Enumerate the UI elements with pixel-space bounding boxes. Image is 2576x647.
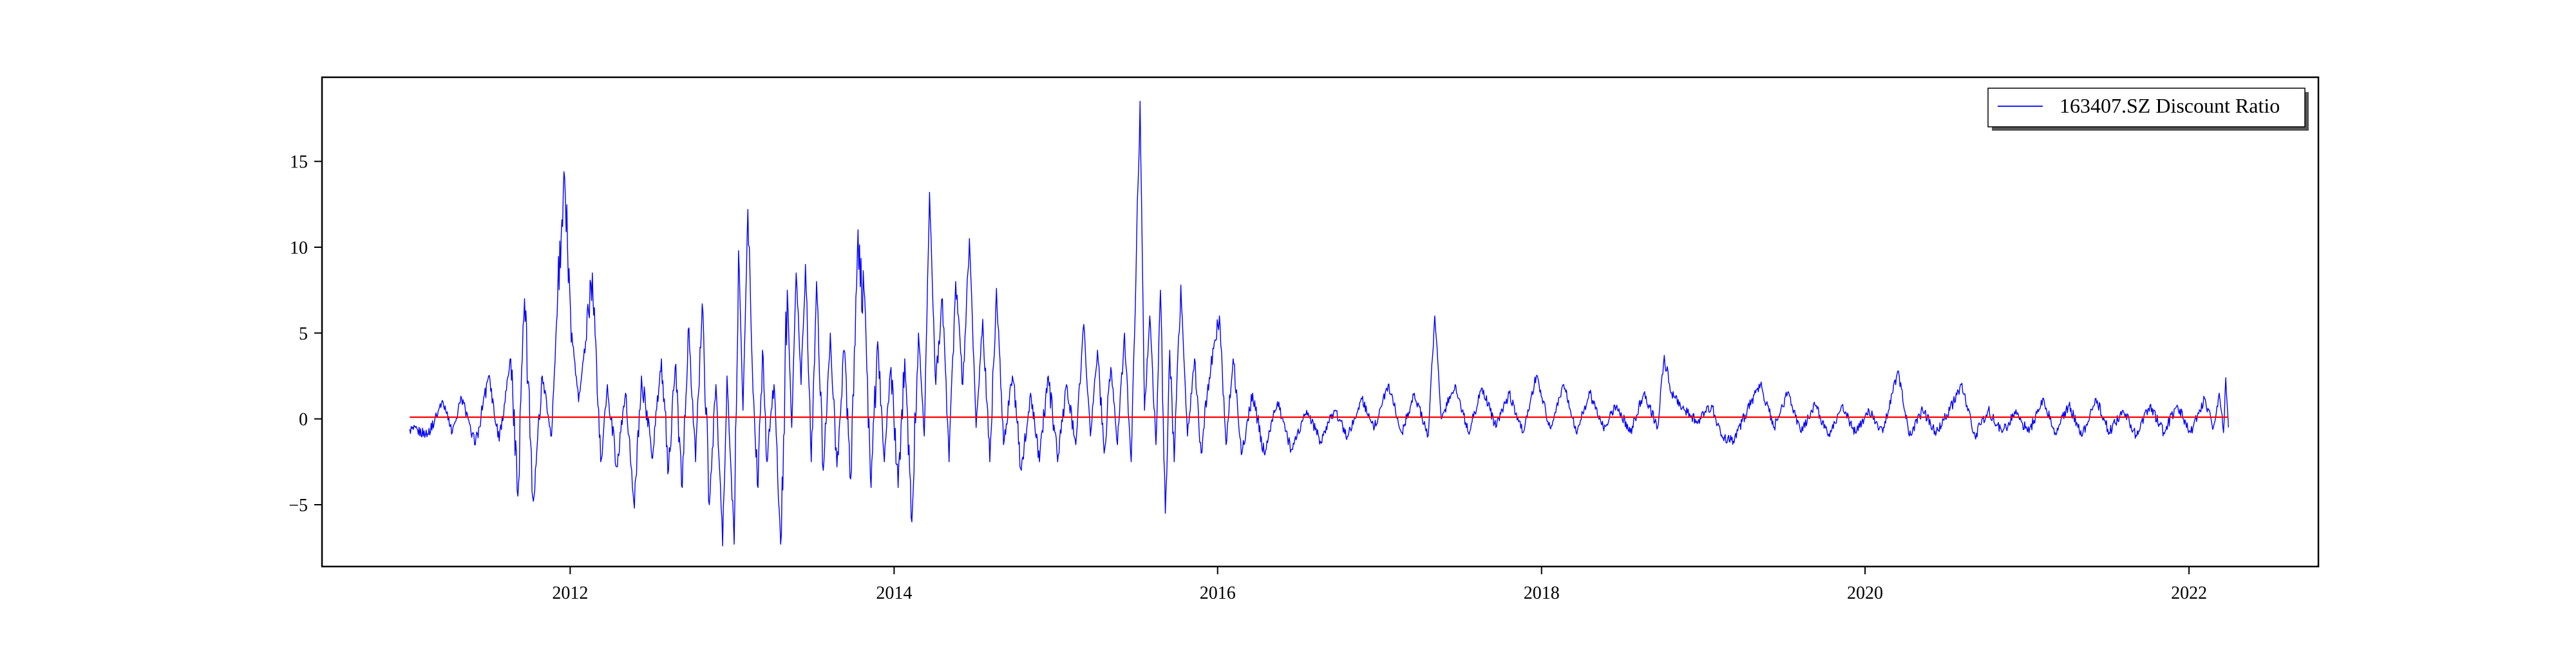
y-tick-label: −5	[289, 496, 308, 516]
x-tick-label: 2016	[1200, 583, 1236, 603]
x-tick-label: 2022	[2171, 583, 2207, 603]
y-tick-label: 15	[290, 153, 308, 173]
legend-label: 163407.SZ Discount Ratio	[2060, 94, 2280, 117]
axis-layer: 2012 2014 2016 2018 2020 2022 −5 0 5 10 15	[289, 153, 2207, 603]
x-tick-label: 2020	[1847, 583, 1883, 603]
x-tick-label: 2014	[876, 583, 912, 603]
y-tick-label: 10	[290, 238, 308, 258]
y-tick-label: 0	[299, 410, 308, 430]
x-tick-label: 2018	[1524, 583, 1560, 603]
series-line-discount-ratio	[409, 100, 2229, 547]
y-tick-label: 5	[299, 324, 308, 344]
x-tick-label: 2012	[552, 583, 588, 603]
legend: 163407.SZ Discount Ratio	[1987, 88, 2309, 131]
plot-frame	[321, 76, 2320, 568]
legend-box	[1987, 88, 2306, 127]
series-layer	[409, 100, 2229, 547]
